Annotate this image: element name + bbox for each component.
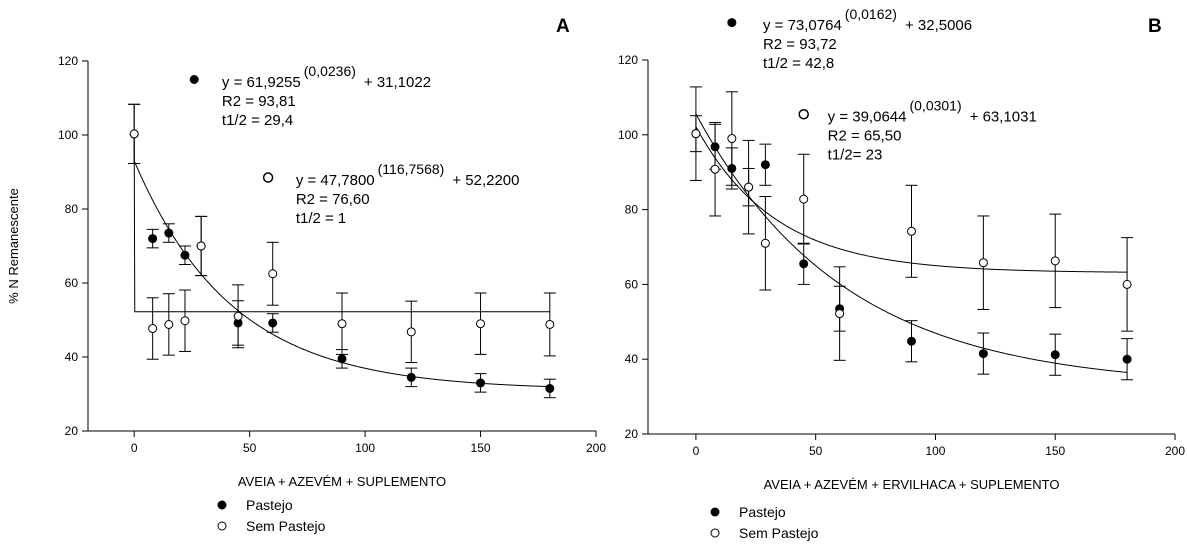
equation-r2: R2 = 93,72: [763, 36, 837, 53]
x-tick-label: 150: [1045, 444, 1065, 458]
data-point-pastejo: [148, 234, 158, 244]
equation-r2: R2 = 76,60: [296, 191, 370, 208]
panel-b: B 20 40 60 80 100 120 0 50 100 150 200 AVEIA + AZEVÉ…: [618, 6, 1185, 541]
x-tick-label: 0: [693, 444, 700, 458]
equation-intercept: + 63,1031: [970, 109, 1037, 126]
data-point-sem-pastejo: [545, 319, 555, 329]
y-tick-label: 20: [625, 427, 639, 441]
equation-main: y = 39,0644: [828, 109, 907, 126]
annotation-marker: [262, 172, 274, 183]
y-tick-label: 60: [65, 276, 79, 290]
annotation-marker: [798, 108, 809, 120]
panel-a: A 20 40 60 80 100 120 0 50 100 150 200 % N Remanesce…: [6, 16, 606, 534]
data-point-pastejo: [268, 318, 278, 328]
data-point-pastejo: [180, 250, 190, 260]
equation-intercept: + 31,1022: [364, 74, 431, 91]
panel-letter: B: [1148, 16, 1162, 37]
x-tick-label: 200: [1165, 444, 1185, 458]
data-point-sem-pastejo: [907, 226, 916, 236]
data-point-pastejo: [476, 378, 486, 388]
x-tick-label: 50: [243, 441, 257, 455]
y-tick-label: 40: [625, 352, 639, 366]
data-point-sem-pastejo: [710, 164, 720, 174]
legend-label-sem-pastejo: Sem Pastejo: [246, 518, 326, 534]
x-tick-label: 0: [131, 441, 138, 455]
legend-marker-sem-pastejo: [217, 521, 227, 531]
y-tick-label: 40: [65, 350, 79, 364]
data-point-pastejo: [760, 160, 770, 170]
equation-main: y = 47,7800: [296, 172, 375, 189]
data-point-sem-pastejo: [1050, 256, 1060, 266]
data-point-sem-pastejo: [129, 129, 139, 139]
y-tick-label: 60: [625, 277, 639, 291]
legend-marker-pastejo: [710, 507, 720, 517]
data-point-sem-pastejo: [760, 238, 770, 248]
y-tick-label: 120: [618, 53, 638, 67]
data-point-sem-pastejo: [233, 311, 243, 321]
y-axis-label: % N Remanescente: [6, 188, 21, 304]
legend-marker-pastejo: [217, 500, 227, 510]
equation-intercept: + 52,2200: [452, 172, 519, 189]
x-tick-label: 50: [809, 444, 823, 458]
data-point-sem-pastejo: [799, 194, 809, 204]
data-point-pastejo: [1122, 354, 1132, 364]
x-tick-label: 100: [925, 444, 945, 458]
annotation-marker: [727, 18, 737, 28]
data-point-sem-pastejo: [835, 309, 845, 319]
equation-main: y = 73,0764: [763, 17, 842, 34]
x-tick-label: 100: [355, 441, 375, 455]
legend-label-pastejo: Pastejo: [739, 504, 786, 520]
data-point-sem-pastejo: [1122, 279, 1132, 289]
legend-marker-sem-pastejo: [710, 528, 720, 538]
x-axis-label: AVEIA + AZEVÉM + ERVILHACA + SUPLEMENTO: [764, 477, 1060, 492]
data-point-sem-pastejo: [691, 129, 701, 139]
data-point-sem-pastejo: [406, 327, 416, 337]
data-point-sem-pastejo: [148, 324, 158, 334]
annotation-marker: [189, 75, 199, 84]
y-tick-label: 80: [625, 203, 639, 217]
equation-exponent: (0,0236): [304, 63, 356, 79]
equation-half-life: t1/2 = 29,4: [222, 112, 293, 129]
equation-exponent: (0,0301): [909, 98, 961, 114]
data-point-sem-pastejo: [196, 241, 206, 251]
legend-label-pastejo: Pastejo: [246, 497, 293, 513]
data-point-sem-pastejo: [180, 316, 190, 326]
y-tick-label: 100: [58, 128, 78, 142]
equation-half-life: t1/2 = 1: [296, 210, 346, 227]
data-point-pastejo: [799, 259, 809, 269]
legend-label-sem-pastejo: Sem Pastejo: [739, 525, 819, 541]
panel-letter: A: [556, 16, 570, 37]
equation-exponent: (0,0162): [845, 6, 897, 22]
equation-intercept: + 32,5006: [905, 17, 972, 34]
equation-r2: R2 = 65,50: [828, 128, 902, 145]
data-point-sem-pastejo: [337, 319, 347, 329]
data-point-sem-pastejo: [727, 134, 737, 144]
data-point-sem-pastejo: [164, 319, 174, 329]
data-point-sem-pastejo: [744, 182, 754, 192]
data-point-sem-pastejo: [978, 258, 988, 268]
y-tick-label: 120: [58, 54, 78, 68]
equation-half-life: t1/2= 23: [828, 147, 883, 164]
data-point-pastejo: [337, 354, 347, 364]
data-point-pastejo: [978, 349, 988, 359]
y-tick-label: 100: [618, 128, 638, 142]
data-point-pastejo: [406, 372, 416, 382]
x-tick-label: 150: [471, 441, 491, 455]
equation-r2: R2 = 93,81: [222, 93, 296, 110]
x-tick-label: 200: [586, 441, 606, 455]
data-point-sem-pastejo: [476, 319, 486, 329]
data-point-pastejo: [164, 228, 174, 238]
equation-half-life: t1/2 = 42,8: [763, 55, 834, 72]
data-point-pastejo: [1050, 350, 1060, 360]
x-axis-label: AVEIA + AZEVÉM + SUPLEMENTO: [238, 474, 446, 489]
data-point-pastejo: [545, 383, 555, 393]
data-point-sem-pastejo: [268, 269, 278, 279]
equation-main: y = 61,9255: [222, 74, 301, 91]
y-tick-label: 20: [65, 424, 79, 438]
equation-exponent: (116,7568): [378, 161, 445, 177]
data-point-pastejo: [907, 336, 916, 346]
y-tick-label: 80: [65, 202, 79, 216]
